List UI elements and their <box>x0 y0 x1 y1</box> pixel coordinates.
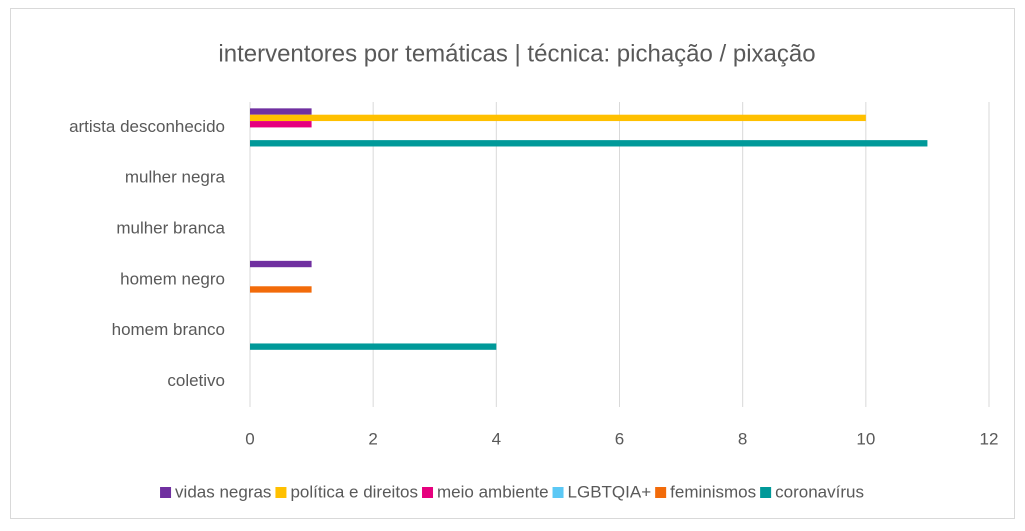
bar <box>250 108 312 115</box>
x-tick-label: 4 <box>492 429 501 448</box>
legend-swatch <box>760 487 772 498</box>
bar <box>250 121 312 128</box>
bar <box>250 343 497 350</box>
legend-swatch <box>422 487 434 498</box>
y-tick-label: homem negro <box>120 269 225 288</box>
y-tick-label: mulher negra <box>125 168 226 187</box>
chart-title: interventores por temáticas | técnica: p… <box>218 40 815 67</box>
legend-swatch <box>655 487 667 498</box>
legend-label: feminismos <box>670 482 756 501</box>
legend-swatch <box>160 487 172 498</box>
legend-label: meio ambiente <box>437 482 549 501</box>
legend-label: LGBTQIA+ <box>568 482 652 501</box>
chart-border <box>10 8 1015 519</box>
x-tick-label: 0 <box>245 429 254 448</box>
x-tick-label: 8 <box>738 429 747 448</box>
x-tick-label: 12 <box>980 429 999 448</box>
legend-swatch <box>552 487 564 498</box>
bar <box>250 140 928 147</box>
legend-label: coronavírus <box>775 482 864 501</box>
x-tick-label: 10 <box>856 429 875 448</box>
y-tick-label: coletivo <box>167 371 225 390</box>
x-tick-label: 2 <box>368 429 377 448</box>
legend-swatch <box>275 487 287 498</box>
bar <box>250 114 866 122</box>
y-tick-label: homem branco <box>112 320 225 339</box>
y-tick-label: mulher branca <box>116 219 225 238</box>
legend-label: política e direitos <box>290 482 418 501</box>
legend-label: vidas negras <box>175 482 271 501</box>
x-tick-label: 6 <box>615 429 624 448</box>
y-tick-label: artista desconhecido <box>69 117 225 136</box>
bar <box>250 286 312 293</box>
bar <box>250 260 312 268</box>
